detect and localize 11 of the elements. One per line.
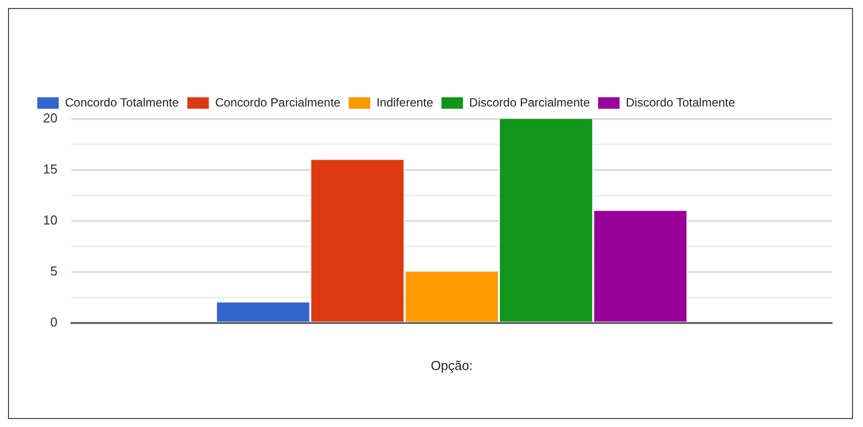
- legend-label: Concordo Parcialmente: [215, 95, 341, 110]
- legend-label: Concordo Totalmente: [65, 95, 180, 110]
- y-tick-label: 20: [42, 110, 58, 126]
- legend-label: Indiferente: [376, 95, 434, 110]
- legend-label: Discordo Parcialmente: [469, 95, 590, 110]
- y-tick-label: 10: [42, 212, 58, 228]
- y-tick-label: 5: [50, 263, 58, 278]
- y-tick-label: 0: [50, 314, 58, 330]
- x-axis-title: Opção:: [430, 358, 473, 373]
- legend-label: Discordo Totalmente: [626, 95, 736, 110]
- y-tick-label: 15: [42, 162, 58, 177]
